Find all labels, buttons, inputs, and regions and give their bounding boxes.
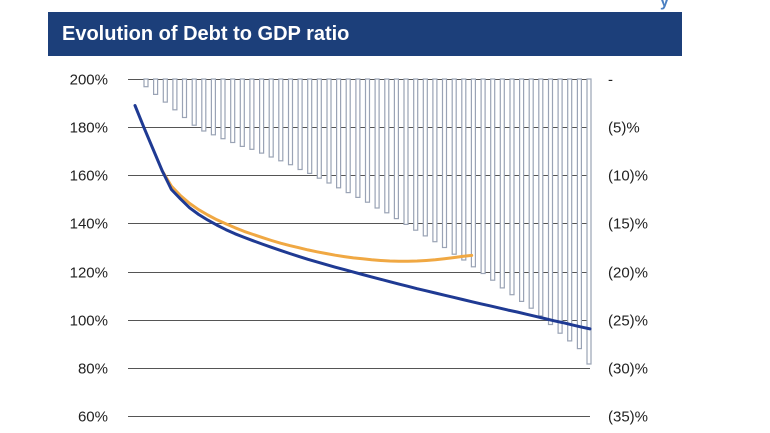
bar — [336, 78, 342, 189]
right-tick-label: (30)% — [608, 361, 648, 378]
bar — [297, 78, 303, 171]
bar — [374, 78, 380, 209]
bar — [576, 78, 583, 350]
right-tick-label: (25)% — [608, 313, 648, 330]
bar — [191, 78, 197, 126]
line-series — [133, 104, 592, 331]
right-tick-label: - — [608, 72, 613, 89]
bar — [490, 78, 496, 281]
left-tick-label: 160% — [70, 168, 108, 185]
bar — [162, 78, 168, 103]
bar — [172, 78, 178, 111]
bar — [259, 78, 265, 154]
bar — [547, 78, 554, 326]
bar — [201, 78, 207, 132]
bar — [403, 78, 409, 225]
bar — [480, 78, 486, 275]
bar — [538, 78, 544, 317]
left-tick-label: 200% — [70, 72, 108, 89]
bar — [143, 78, 149, 88]
chart-title: Evolution of Debt to GDP ratio — [62, 23, 350, 45]
left-tick-label: 120% — [70, 265, 108, 282]
bar — [393, 78, 399, 220]
bar — [287, 78, 294, 166]
right-tick-label: (35)% — [608, 409, 648, 426]
bar — [384, 78, 390, 214]
bar — [181, 78, 188, 119]
bar — [268, 78, 274, 158]
left-tick-label: 140% — [70, 216, 108, 233]
bar — [461, 78, 467, 261]
right-tick-label: (20)% — [608, 265, 648, 282]
left-axis-ticks: 200% 180% 160% 140% 120% 100% 80% 60% — [70, 72, 108, 426]
bar — [355, 78, 361, 199]
bar — [441, 78, 448, 249]
bar — [499, 78, 505, 289]
bar — [509, 78, 515, 296]
right-axis-ticks: - (5)% (10)% (15)% (20)% (25)% (30)% (35)% — [608, 72, 648, 426]
orange-line — [160, 169, 474, 263]
bar — [528, 78, 534, 309]
bar-series — [143, 78, 592, 365]
bar — [316, 78, 322, 179]
bar — [557, 78, 563, 334]
bar — [586, 78, 592, 365]
bar — [249, 78, 255, 150]
bar — [422, 78, 428, 237]
left-tick-label: 60% — [78, 409, 108, 426]
right-tick-label: (15)% — [608, 216, 648, 233]
corner-mark: y — [660, 0, 669, 10]
bar — [153, 78, 159, 95]
bar — [239, 78, 245, 148]
bar — [567, 78, 573, 342]
bar — [278, 78, 284, 162]
bar — [326, 78, 332, 184]
bar — [518, 78, 525, 302]
navy-line — [133, 104, 592, 331]
right-tick-label: (10)% — [608, 168, 648, 185]
bar — [220, 78, 226, 140]
bar — [470, 78, 476, 268]
bar — [210, 78, 216, 136]
left-tick-label: 100% — [70, 313, 108, 330]
bar — [307, 78, 313, 175]
left-tick-label: 180% — [70, 120, 108, 137]
bar — [432, 78, 438, 243]
bar — [364, 78, 371, 203]
bar — [345, 78, 351, 194]
right-tick-label: (5)% — [608, 120, 640, 137]
bar — [451, 78, 457, 255]
chart-title-bar: Evolution of Debt to GDP ratio — [48, 12, 682, 56]
left-tick-label: 80% — [78, 361, 108, 378]
bar — [413, 78, 419, 231]
bar — [230, 78, 236, 144]
